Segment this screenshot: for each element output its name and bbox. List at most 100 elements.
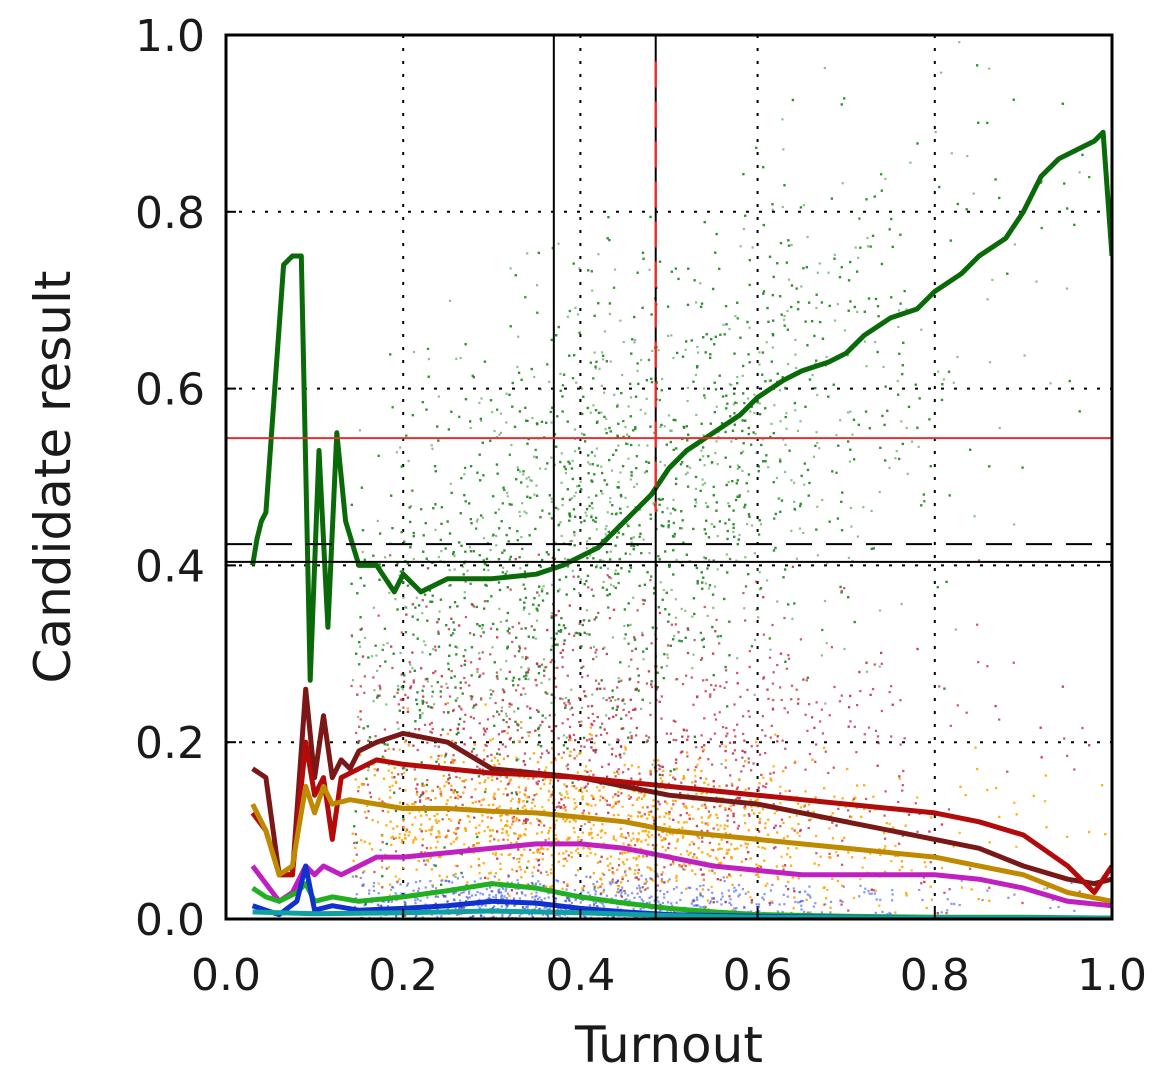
scatter-point: [744, 503, 747, 506]
scatter-point: [667, 414, 671, 417]
scatter-point: [568, 462, 571, 465]
scatter-point: [713, 343, 716, 346]
scatter-point: [636, 271, 639, 274]
scatter-point: [550, 648, 553, 651]
scatter-point: [833, 253, 836, 256]
scatter-point: [755, 608, 758, 611]
scatter-point: [579, 578, 582, 581]
scatter-point: [448, 776, 451, 779]
scatter-point: [640, 552, 643, 555]
scatter-point: [627, 405, 630, 408]
scatter-point: [436, 425, 439, 428]
scatter-point: [555, 334, 558, 337]
scatter-point: [816, 441, 819, 445]
scatter-point: [728, 415, 732, 418]
scatter-point: [855, 270, 859, 273]
scatter-point: [610, 577, 613, 580]
scatter-point: [553, 713, 556, 716]
scatter-point: [630, 471, 633, 474]
scatter-point: [595, 494, 598, 497]
scatter-point: [736, 376, 739, 379]
scatter-point: [519, 515, 522, 518]
scatter-point: [541, 509, 544, 512]
scatter-point: [856, 310, 859, 314]
scatter-point: [609, 583, 613, 586]
scatter-point: [757, 470, 760, 473]
scatter-point: [506, 491, 509, 494]
scatter-point: [508, 705, 511, 708]
scatter-point: [548, 678, 551, 681]
scatter-point: [922, 493, 925, 496]
scatter-point: [562, 373, 566, 376]
scatter-point: [627, 624, 630, 627]
scatter-point: [459, 512, 462, 515]
scatter-point: [518, 678, 521, 681]
scatter-point: [537, 672, 541, 675]
scatter-point: [445, 682, 448, 685]
scatter-point: [674, 482, 678, 486]
scatter-point: [808, 301, 811, 304]
scatter-point: [741, 419, 744, 422]
scatter-point: [421, 651, 424, 654]
scatter-point: [647, 358, 651, 362]
scatter-point: [560, 481, 563, 484]
scatter-point: [1063, 182, 1066, 185]
scatter-point: [903, 289, 906, 293]
scatter-point: [524, 692, 527, 696]
scatter-point: [784, 470, 787, 474]
scatter-point: [986, 298, 989, 301]
scatter-point: [782, 438, 785, 441]
scatter-point: [596, 420, 599, 423]
scatter-point: [928, 418, 931, 421]
scatter-point: [843, 329, 847, 332]
scatter-point: [600, 384, 603, 387]
scatter-point: [782, 318, 786, 321]
scatter-point: [743, 401, 746, 405]
scatter-point: [750, 645, 754, 648]
scatter-point: [941, 383, 944, 386]
scatter-point: [733, 412, 736, 415]
scatter-point: [515, 478, 518, 481]
scatter-point: [389, 888, 393, 892]
scatter-point: [392, 791, 396, 794]
scatter-point: [540, 590, 544, 593]
scatter-point: [713, 525, 716, 528]
scatter-point: [510, 443, 513, 447]
scatter-point: [518, 645, 521, 648]
scatter-point: [756, 568, 759, 571]
scatter-point: [798, 527, 802, 530]
scatter-point: [586, 406, 589, 410]
scatter-point: [836, 303, 839, 306]
scatter-point: [779, 242, 783, 245]
scatter-point: [781, 376, 784, 379]
scatter-point: [668, 565, 671, 568]
scatter-point: [702, 637, 705, 640]
scatter-point: [771, 346, 774, 349]
scatter-point: [790, 479, 793, 482]
scatter-point: [753, 693, 756, 696]
scatter-point: [557, 325, 560, 329]
scatter-point: [793, 500, 796, 504]
scatter-point: [526, 252, 529, 255]
scatter-point: [492, 495, 495, 498]
scatter-point: [570, 497, 574, 500]
scatter-point: [794, 338, 797, 341]
scatter-point: [810, 320, 814, 323]
scatter-point: [676, 351, 679, 355]
scatter-point: [434, 528, 437, 531]
scatter-point: [727, 518, 731, 521]
scatter-point: [515, 636, 518, 639]
scatter-point: [665, 664, 669, 668]
scatter-point: [699, 305, 703, 308]
scatter-point: [448, 532, 452, 535]
scatter-point: [847, 596, 850, 599]
scatter-point: [733, 352, 736, 355]
scatter-point: [796, 308, 800, 311]
scatter-point: [522, 473, 525, 476]
scatter-point: [416, 691, 419, 694]
scatter-point: [772, 481, 775, 484]
scatter-point: [956, 355, 959, 359]
scatter-point: [761, 373, 764, 376]
scatter-point: [958, 41, 961, 44]
scatter-point: [739, 245, 742, 248]
